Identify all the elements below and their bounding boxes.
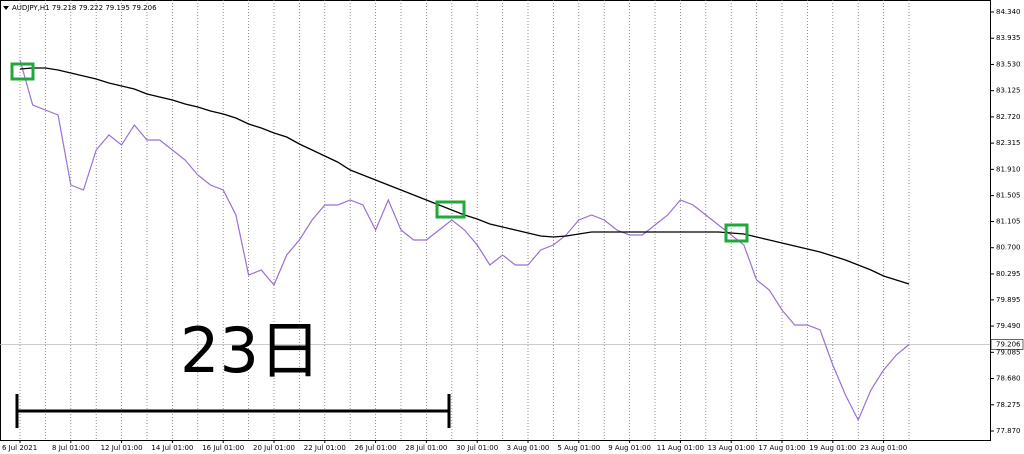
y-tick-label: 81.505: [996, 192, 1021, 200]
annotation-text: 23日: [180, 314, 321, 387]
highlight-box: [724, 223, 749, 243]
x-tick-label: 11 Aug 01:00: [657, 444, 704, 452]
x-tick-label: 19 Aug 01:00: [809, 444, 856, 452]
x-tick-label: 8 Jul 01:00: [52, 444, 90, 452]
title-triangle: [3, 6, 9, 10]
grid: [0, 0, 990, 440]
y-tick-label: 80.700: [996, 244, 1021, 252]
x-tick-label: 23 Aug 01:00: [860, 444, 907, 452]
series-line: [19, 59, 910, 422]
plot-frame: [0, 0, 991, 441]
y-tick-label: 83.935: [996, 34, 1021, 42]
y-tick-label: 81.105: [996, 217, 1021, 225]
x-tick-label: 9 Aug 01:00: [608, 444, 651, 452]
y-tick-label: 79.895: [996, 296, 1021, 304]
x-tick-label: 14 Jul 01:00: [151, 444, 193, 452]
x-tick-label: 16 Jul 01:00: [202, 444, 244, 452]
y-tick-label: 77.870: [996, 427, 1021, 435]
x-tick-label: 22 Jul 01:00: [304, 444, 346, 452]
last-price-label: 79.206: [996, 340, 1021, 348]
y-tick-label: 78.275: [996, 401, 1021, 409]
x-tick-label: 12 Jul 01:00: [101, 444, 143, 452]
x-tick-label: 26 Jul 01:00: [355, 444, 397, 452]
y-tick-label: 83.530: [996, 60, 1021, 68]
y-tick-label: 83.125: [996, 87, 1021, 95]
y-tick-label: 79.490: [996, 322, 1021, 330]
y-tick-label: 81.910: [996, 165, 1021, 173]
x-tick-label: 6 Jul 2021: [2, 444, 37, 452]
highlight-box: [10, 62, 35, 81]
y-tick-label: 79.085: [996, 348, 1021, 356]
x-tick-label: 3 Aug 01:00: [507, 444, 550, 452]
highlight-box: [435, 200, 466, 219]
y-tick-label: 78.680: [996, 375, 1021, 383]
x-tick-label: 17 Aug 01:00: [758, 444, 805, 452]
x-tick-label: 30 Jul 01:00: [456, 444, 498, 452]
x-tick-label: 20 Jul 01:00: [253, 444, 295, 452]
chart-title: AUDJPY,H1 79.218 79.222 79.195 79.206: [12, 4, 157, 12]
y-tick-label: 82.315: [996, 139, 1021, 147]
y-tick-label: 82.720: [996, 113, 1021, 121]
x-tick-label: 13 Aug 01:00: [708, 444, 755, 452]
y-tick-label: 84.340: [996, 8, 1021, 16]
x-tick-label: 5 Aug 01:00: [557, 444, 600, 452]
measure-bar: [15, 394, 451, 428]
x-tick-label: 28 Jul 01:00: [405, 444, 447, 452]
y-tick-label: 80.295: [996, 270, 1021, 278]
last-price-box: [990, 339, 1024, 350]
